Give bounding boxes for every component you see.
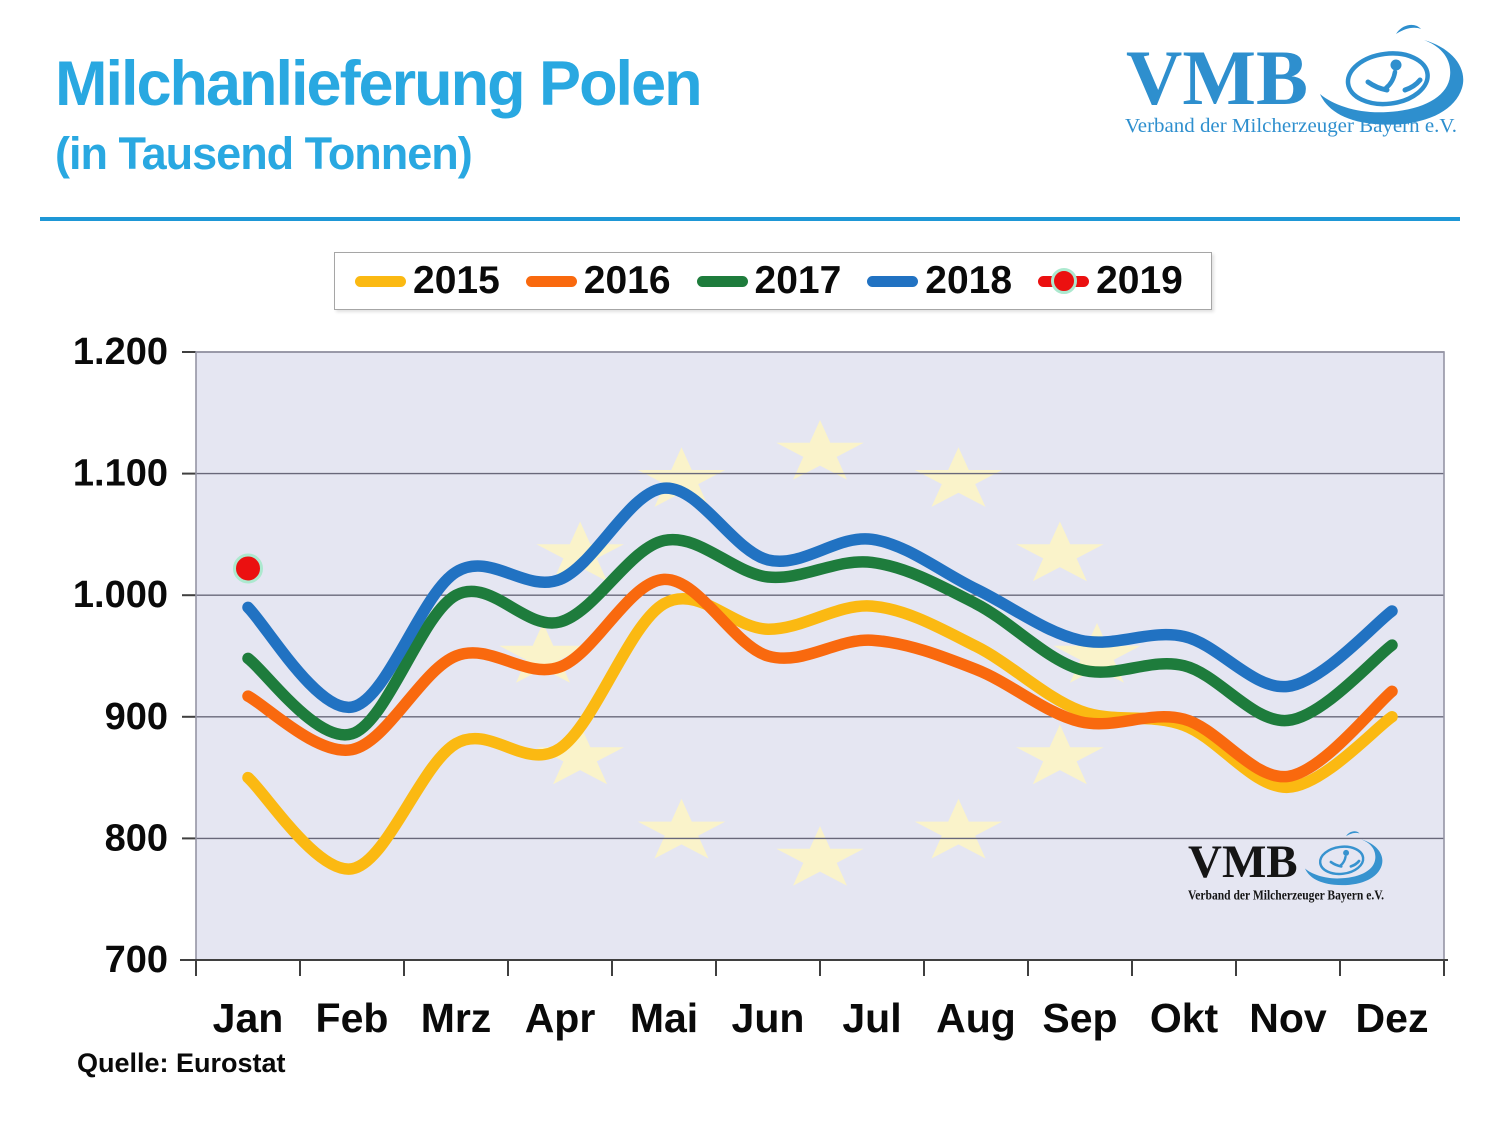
legend-marker-dot-2019 <box>1050 268 1077 294</box>
source-note: Quelle: Eurostat <box>77 1048 286 1078</box>
eu-star-icon <box>776 826 864 886</box>
x-axis-label: Jun <box>732 995 805 1041</box>
x-axis-label: Okt <box>1150 995 1219 1041</box>
x-axis-label: Jan <box>213 995 284 1041</box>
legend-swatch-2015 <box>355 275 406 287</box>
series-line-2018 <box>242 482 1398 713</box>
series-line-2016 <box>242 573 1398 783</box>
legend-label: 2019 <box>1096 259 1183 302</box>
page-subtitle: (in Tausend Tonnen) <box>55 128 473 179</box>
series-line-2017 <box>242 533 1398 741</box>
legend-item-2016: 2016 <box>525 259 671 303</box>
x-axis-label: Aug <box>936 995 1016 1041</box>
y-axis-label: 1.200 <box>73 331 168 373</box>
eu-star-icon <box>776 420 864 480</box>
y-axis-label: 700 <box>105 939 168 981</box>
legend-swatch-2016 <box>525 275 577 287</box>
vmb-watermark-text: VMB <box>1188 836 1298 888</box>
eu-star-icon <box>536 521 624 582</box>
x-axis-label: Dez <box>1356 995 1429 1041</box>
x-axis-label: Apr <box>525 995 596 1041</box>
eu-star-icon <box>1053 623 1141 683</box>
legend-swatch-2017 <box>696 275 748 287</box>
legend-label: 2018 <box>925 259 1013 302</box>
eu-star-icon <box>1016 724 1104 785</box>
chart-series-lines <box>233 482 1398 875</box>
eu-star-icon <box>914 798 1003 859</box>
eu-star-icon <box>1016 521 1104 582</box>
eu-star-icon <box>914 447 1003 507</box>
vmb-logo: VMB Verband der Milcherzeuger Bayern e.V… <box>1116 22 1472 148</box>
y-axis-label: 900 <box>105 696 168 738</box>
x-axis-label: Jul <box>842 995 901 1041</box>
page-title: Milchanlieferung Polen <box>55 49 703 119</box>
vmb-watermark: VMB Verband der Milcherzeuger Bayern e.V… <box>1188 831 1384 903</box>
legend-item-2015: 2015 <box>355 259 500 303</box>
x-axis-label: Mai <box>630 995 698 1041</box>
x-axis-label: Mrz <box>421 995 492 1041</box>
legend-swatch-2019 <box>1038 268 1090 294</box>
legend-item-2019: 2019 <box>1038 259 1183 303</box>
vmb-logo-tagline: Verband der Milcherzeuger Bayern e.V. <box>1125 116 1457 137</box>
vmb-watermark-mark-icon <box>1305 831 1383 886</box>
legend-swatch-2018 <box>867 275 919 287</box>
eu-star-icon <box>536 724 624 785</box>
vmb-watermark-tagline: Verband der Milcherzeuger Bayern e.V. <box>1188 888 1384 903</box>
legend-label: 2017 <box>754 259 842 302</box>
eu-star-icon <box>637 447 726 507</box>
x-axis-label: Nov <box>1249 995 1327 1041</box>
header-divider <box>40 217 1460 221</box>
x-axis-label: Feb <box>316 995 389 1041</box>
vmb-logo-mark-icon <box>1320 24 1464 125</box>
y-axis-label: 1.000 <box>73 574 168 616</box>
x-axis-label: Sep <box>1042 995 1117 1041</box>
chart-legend: 2015 2016 2017 2018 2019 <box>334 252 1212 310</box>
legend-item-2017: 2017 <box>696 259 842 303</box>
eu-star-icon <box>637 798 726 859</box>
legend-label: 2015 <box>413 259 500 302</box>
series-line-2015 <box>242 592 1398 875</box>
vmb-logo-text: VMB <box>1126 34 1308 121</box>
vmb-logo-svg: VMB Verband der Milcherzeuger Bayern e.V… <box>1125 24 1464 137</box>
y-axis-label: 800 <box>105 817 168 859</box>
legend-item-2018: 2018 <box>867 259 1012 303</box>
data-point-2019 <box>233 553 263 584</box>
y-axis-label: 1.100 <box>73 453 168 495</box>
eu-star-icon <box>499 623 587 683</box>
legend-label: 2016 <box>583 259 671 302</box>
